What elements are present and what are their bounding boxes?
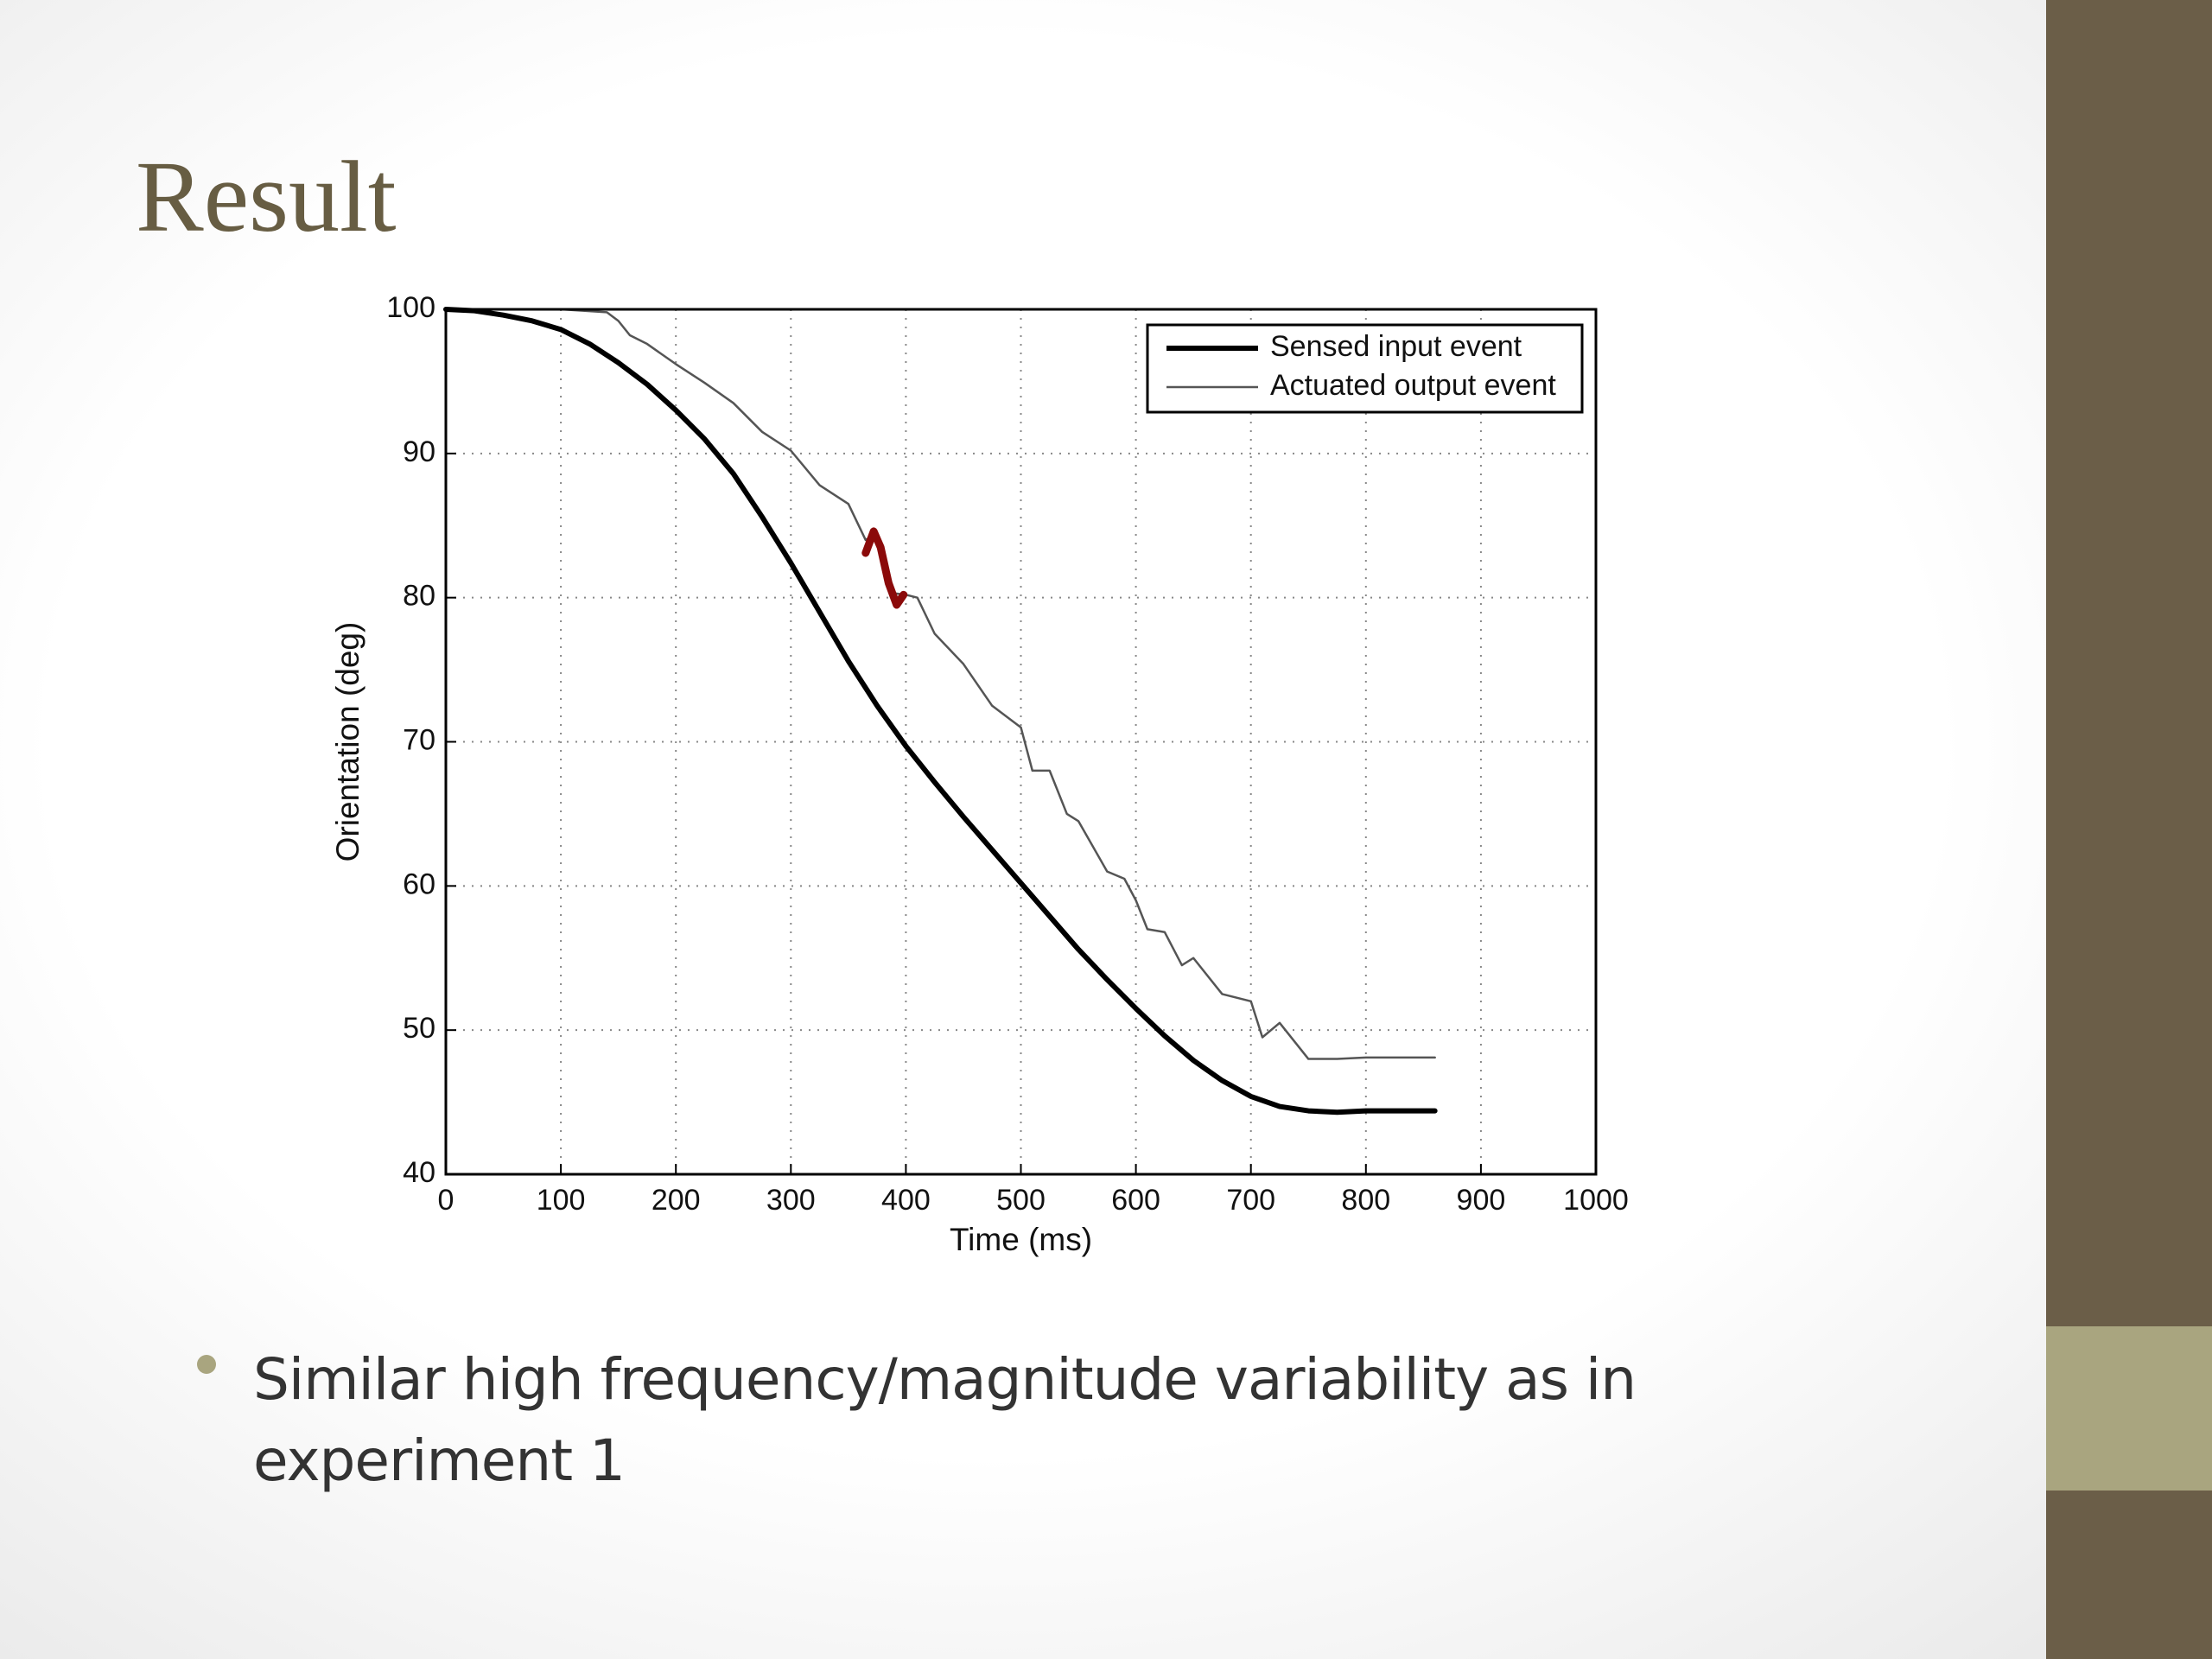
x-tick-label: 200 <box>652 1184 701 1217</box>
slide-title: Result <box>136 140 397 253</box>
y-tick-label: 60 <box>403 868 435 900</box>
side-accent <box>2046 1326 2212 1491</box>
data-line <box>861 527 908 609</box>
x-tick-label: 100 <box>537 1184 586 1217</box>
y-tick-label: 70 <box>403 723 435 756</box>
x-tick-label: 600 <box>1111 1184 1160 1217</box>
x-tick-label: 0 <box>438 1184 454 1217</box>
data-line <box>444 308 1436 1060</box>
data-line <box>443 307 1438 1116</box>
x-tick-label: 300 <box>766 1184 816 1217</box>
bullet-dot <box>197 1355 216 1374</box>
x-tick-label: 700 <box>1226 1184 1275 1217</box>
y-tick-label: 40 <box>403 1156 435 1189</box>
y-axis-label: Orientation (deg) <box>330 622 365 862</box>
y-tick-label: 100 <box>386 291 435 324</box>
x-tick-label: 900 <box>1457 1184 1506 1217</box>
x-tick-label: 800 <box>1341 1184 1390 1217</box>
x-tick-label: 400 <box>881 1184 931 1217</box>
chart: 0 100 200 300 400 500 600 700 800 900 1000 40 50 60 70… <box>330 291 1629 1257</box>
y-tick-label: 50 <box>403 1012 435 1045</box>
x-tick-label: 500 <box>996 1184 1046 1217</box>
bullet-text: Similar high frequency/magnitude variabi… <box>253 1346 1637 1494</box>
y-tick-label: 90 <box>403 435 435 468</box>
legend-box <box>1146 323 1584 414</box>
x-axis-label: Time (ms) <box>950 1222 1092 1257</box>
plot-frame <box>444 308 1598 1176</box>
legend-label: Sensed input event <box>1270 330 1522 363</box>
x-tick-label: 1000 <box>1563 1184 1629 1217</box>
y-tick-label: 80 <box>403 580 435 613</box>
legend-label: Actuated output event <box>1270 369 1556 402</box>
